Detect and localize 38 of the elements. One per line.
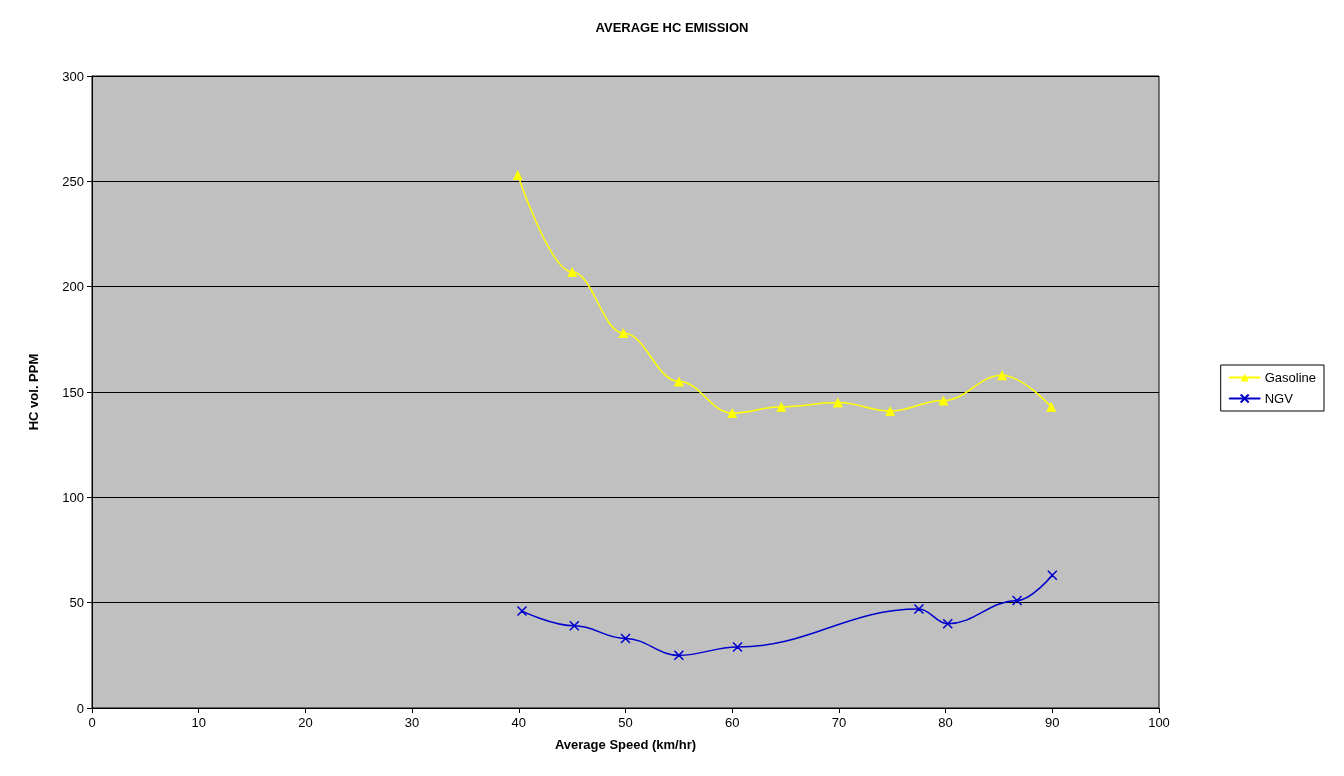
x-tick-label: 0 [88, 715, 96, 730]
point [776, 401, 787, 412]
y-tick-label: 50 [69, 595, 84, 611]
y-tick-label: 250 [62, 173, 84, 189]
point [1046, 401, 1057, 412]
point [942, 618, 953, 629]
point [885, 405, 896, 416]
point [938, 395, 949, 406]
point [673, 376, 684, 387]
y-tick-label: 100 [62, 489, 84, 505]
y-tick-label: 200 [62, 279, 84, 295]
legend-label: Gasoline [1264, 370, 1316, 385]
x-tick-label: 10 [191, 715, 206, 730]
point [618, 328, 629, 339]
point [832, 397, 843, 408]
x-axis-title: Average Speed (km/hr) [554, 737, 697, 752]
x-tick-label: 70 [831, 715, 847, 730]
point [997, 370, 1008, 381]
point [913, 603, 925, 615]
legend-label: NGV [1264, 391, 1294, 406]
x-tick-label: 20 [298, 715, 313, 730]
y-tick-label: 150 [62, 384, 84, 400]
point [567, 266, 578, 277]
y-axis-title: HC vol. PPM [26, 353, 41, 431]
x-tick-label: 90 [1045, 715, 1060, 730]
x-tick-label: 50 [618, 715, 633, 730]
x-tick-label: 40 [511, 715, 527, 730]
point [727, 408, 738, 419]
x-tick-label: 60 [724, 715, 740, 730]
x-tick-label: 100 [1148, 715, 1170, 730]
point [1047, 570, 1058, 581]
y-tick-label: 300 [62, 68, 84, 84]
point [512, 170, 523, 181]
x-tick-label: 30 [404, 715, 420, 730]
x-tick-label: 80 [938, 715, 953, 730]
point [620, 633, 631, 644]
y-tick-label: 0 [76, 700, 84, 716]
chart-title: AVERAGE HC EMISSION [595, 20, 749, 35]
